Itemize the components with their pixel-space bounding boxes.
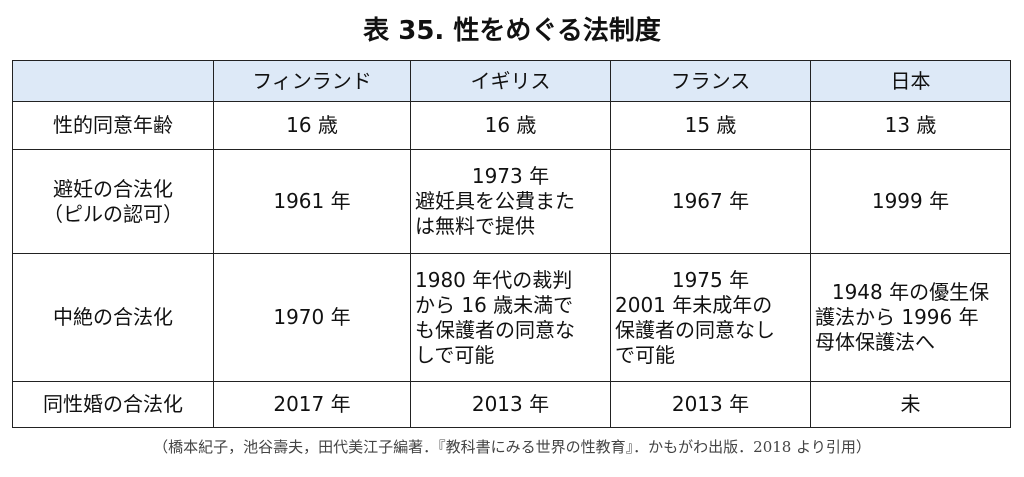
table-cell: 1975 年 2001 年未成年の 保護者の同意なし で可能 [610, 253, 811, 382]
table-cell: 1980 年代の裁判 から 16 歳未満で も保護者の同意な しで可能 [410, 253, 611, 382]
table-row: 同性婚の合法化 2017 年 2013 年 2013 年 未 [12, 381, 1011, 428]
cell-line: （ピルの認可） [43, 201, 183, 226]
cell-line: しで可能 [415, 342, 495, 367]
caption: （橋本紀子，池谷壽夫，田代美江子編著．『教科書にみる世界の性教育』．かもがわ出版… [153, 438, 871, 456]
table-cell: 2013 年 [610, 381, 811, 428]
cell-line: 1967 年 [671, 189, 750, 213]
cell-line: 2017 年 [273, 392, 351, 416]
row-label: 性的同意年齢 [12, 101, 214, 150]
cell-line: 2013 年 [671, 392, 750, 416]
cell-line: 1975 年 [671, 267, 750, 292]
cell-line: 母体保護法へ [815, 330, 935, 354]
cell-line: 1973 年 [471, 164, 550, 188]
table-cell: 1967 年 [610, 149, 811, 254]
column-header: 日本 [810, 60, 1011, 102]
cell-line: 2001 年未成年の [615, 292, 773, 317]
table-body: 性的同意年齢 16 歳 16 歳 15 歳 13 歳避妊の合法化 （ピルの認可） 1961 … [12, 101, 1011, 428]
law-table: フィンランド イギリス フランス 日本 性的同意年齢 16 歳 16 歳 15 歳 13 歳避… [12, 60, 1011, 428]
cell-line: 1970 年 [273, 305, 351, 329]
cell-line: 護法から 1996 年 [815, 305, 979, 329]
table-cell: 2017 年 [213, 381, 411, 428]
table-row: 中絶の合法化 1970 年 1980 年代の裁判 から 16 歳未満で も保護者の同意な… [12, 253, 1011, 382]
cell-line: 避妊具を公費また [415, 189, 575, 213]
table-row: 性的同意年齢 16 歳 16 歳 15 歳 13 歳 [12, 101, 1011, 150]
cell-line: 1948 年の優生保 [831, 280, 990, 304]
cell-line: 13 歳 [884, 113, 937, 137]
table-cell: 15 歳 [610, 101, 811, 150]
title: 表 35. 性をめぐる法制度 [363, 16, 661, 46]
cell-line: 避妊の合法化 [53, 176, 173, 201]
cell-line: 16 歳 [286, 113, 338, 137]
column-header: フランス [610, 60, 811, 102]
row-label: 同性婚の合法化 [12, 381, 214, 428]
table-cell: 1948 年の優生保 護法から 1996 年母体保護法へ [810, 253, 1011, 382]
table-cell: 未 [810, 381, 1011, 428]
table-cell: 16 歳 [213, 101, 411, 150]
cell-line: 15 歳 [684, 113, 737, 137]
table-cell: 1970 年 [213, 253, 411, 382]
cell-line: 16 歳 [484, 113, 537, 137]
column-header: イギリス [410, 60, 611, 102]
cell-line: で可能 [615, 342, 675, 367]
cell-line: 1961 年 [273, 189, 351, 213]
cell-line: から 16 歳未満で [415, 292, 574, 317]
table-cell: 2013 年 [410, 381, 611, 428]
table-cell: 13 歳 [810, 101, 1011, 150]
table-row: 避妊の合法化 （ピルの認可） 1961 年 1973 年避妊具を公費また は無料で提供 1… [12, 149, 1011, 254]
cell-line: 1980 年代の裁判 [415, 267, 573, 292]
cell-line: 1999 年 [871, 189, 950, 213]
cell-line: 未 [900, 392, 921, 416]
cell-line: 中絶の合法化 [53, 305, 173, 329]
table-cell: 1973 年避妊具を公費また は無料で提供 [410, 149, 611, 254]
cell-line: は無料で提供 [415, 214, 535, 238]
header-row: フィンランド イギリス フランス 日本 [12, 60, 1011, 102]
table-cell: 1961 年 [213, 149, 411, 254]
column-header: フィンランド [213, 60, 411, 102]
cell-line: も保護者の同意な [415, 317, 575, 342]
table-cell: 16 歳 [410, 101, 611, 150]
cell-line: 性的同意年齢 [53, 113, 173, 137]
cell-line: 同性婚の合法化 [43, 392, 183, 416]
row-label: 中絶の合法化 [12, 253, 214, 382]
table-cell: 1999 年 [810, 149, 1011, 254]
cell-line: 2013 年 [471, 392, 550, 416]
corner-cell [12, 60, 214, 102]
row-label: 避妊の合法化 （ピルの認可） [12, 149, 214, 254]
cell-line: 保護者の同意なし [615, 317, 775, 342]
